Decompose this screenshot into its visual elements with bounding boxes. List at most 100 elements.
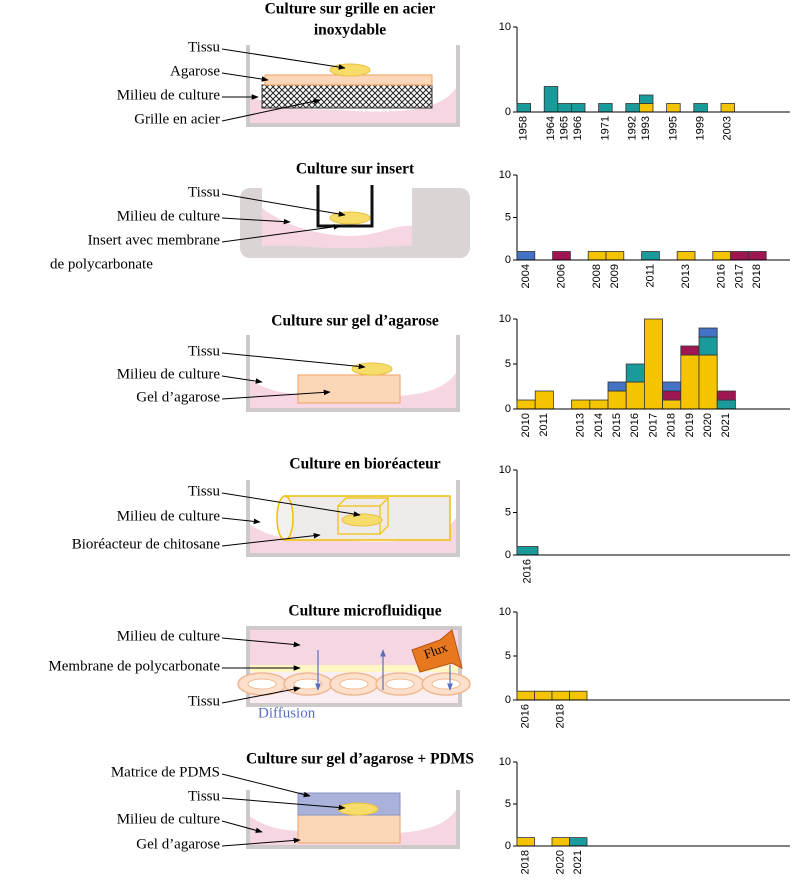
label: Tissu [188, 788, 220, 804]
x-tick-label: 2013 [575, 413, 587, 437]
label: Matrice de PDMS [111, 764, 220, 780]
pointer-arrow [221, 193, 346, 217]
x-tick-label: 2021 [572, 850, 584, 874]
grid [261, 84, 433, 109]
pointer-arrow [221, 492, 361, 517]
cell-core [247, 678, 277, 690]
medium [262, 236, 412, 246]
dish [246, 45, 460, 127]
label: Milieu de culture [117, 208, 221, 224]
panel-title: Culture sur grille en acier [265, 1, 436, 18]
pointer-arrow [221, 98, 321, 122]
x-tick-label: 2018 [666, 413, 678, 437]
x-tick-label: 2010 [520, 413, 532, 437]
insert [316, 185, 374, 228]
pointer-arrow [221, 48, 346, 70]
bar-segment [516, 690, 535, 701]
membrane [250, 665, 458, 672]
dish [246, 335, 460, 412]
y-tick-label: 0 [505, 254, 511, 266]
x-tick-label: 1995 [667, 116, 679, 140]
bar-segment [569, 690, 588, 701]
y-tick-label: 5 [505, 358, 511, 370]
y-tick-label: 0 [505, 694, 511, 706]
label: Agarose [170, 63, 220, 79]
x-tick-label: 2016 [521, 559, 533, 583]
panel-title: Culture microfluidique [288, 603, 441, 620]
bar-segment [662, 390, 682, 401]
y-tick-label: 0 [505, 106, 511, 118]
label: Membrane de polycarbonate [48, 658, 220, 674]
bar-segment [730, 251, 749, 261]
pointer-arrow [221, 773, 311, 798]
bar-segment [693, 103, 708, 113]
tissue [351, 362, 393, 376]
x-tick-label: 1971 [599, 116, 611, 140]
bar-segment [551, 690, 570, 701]
pointer-arrow [221, 637, 301, 648]
gel [297, 814, 401, 844]
label: Insert avec membrane [88, 232, 221, 248]
label: Gel d’agarose [136, 389, 220, 405]
bar-segment [605, 251, 625, 261]
x-tick-label: 1999 [695, 116, 707, 140]
x-tick-label: 2014 [593, 413, 605, 437]
x-tick-label: 1965 [559, 116, 571, 140]
bar-segment [680, 354, 700, 410]
medium [248, 85, 458, 125]
x-tick-label: 2017 [647, 413, 659, 437]
bar-segment [557, 103, 572, 113]
bar-segment [587, 251, 607, 261]
panel-title: inoxydable [314, 22, 386, 39]
x-tick-label: 1993 [640, 116, 652, 140]
x-tick-label: 1992 [627, 116, 639, 140]
y-tick-label: 0 [505, 549, 511, 561]
chamber-edge [337, 497, 389, 535]
bar-segment [571, 103, 586, 113]
pointer-arrow [221, 389, 331, 400]
x-tick-label: 1958 [518, 116, 530, 140]
x-tick-label: 2021 [720, 413, 732, 437]
bar-segment [534, 390, 554, 410]
agarose [264, 74, 433, 86]
label: Tissu [188, 343, 220, 359]
bar-segment [607, 381, 627, 392]
x-tick-label: 2008 [591, 264, 603, 288]
x-tick-label: 2016 [629, 413, 641, 437]
bar-segment [720, 103, 736, 113]
panel-title: Culture sur gel d’agarose + PDMS [246, 751, 474, 768]
medium [248, 515, 458, 555]
pointer-arrow [221, 375, 263, 384]
bar-segment [676, 251, 696, 261]
bar-segment [543, 86, 559, 113]
bar-segment [712, 251, 731, 261]
y-tick-label: 10 [499, 21, 511, 33]
flux-arrow [411, 629, 463, 673]
x-tick-label: 2006 [555, 264, 567, 288]
y-tick-label: 5 [505, 506, 511, 518]
tissue [337, 802, 379, 816]
x-tick-label: 2018 [520, 850, 532, 874]
x-tick-label: 1966 [572, 116, 584, 140]
bar-segment [639, 103, 654, 113]
bar-segment [625, 363, 645, 383]
label: Tissu [188, 483, 220, 499]
bar-segment [698, 327, 718, 338]
label: Milieu de culture [117, 366, 221, 382]
bar-segment [662, 399, 682, 410]
pointer-arrow [221, 217, 291, 225]
x-tick-label: 2011 [538, 413, 550, 437]
pointer-arrow [221, 797, 346, 811]
y-tick-label: 0 [505, 403, 511, 415]
bar-segment [641, 251, 660, 261]
bar-segment [516, 837, 535, 847]
dish [246, 790, 460, 849]
gel [297, 374, 401, 404]
bar-segment [589, 399, 609, 410]
x-tick-label: 2016 [520, 704, 532, 728]
y-tick-label: 5 [505, 650, 511, 662]
label: Tissu [188, 184, 220, 200]
y-tick-label: 10 [499, 169, 511, 181]
label: Tissu [188, 693, 220, 709]
label: Diffusion [258, 705, 316, 721]
